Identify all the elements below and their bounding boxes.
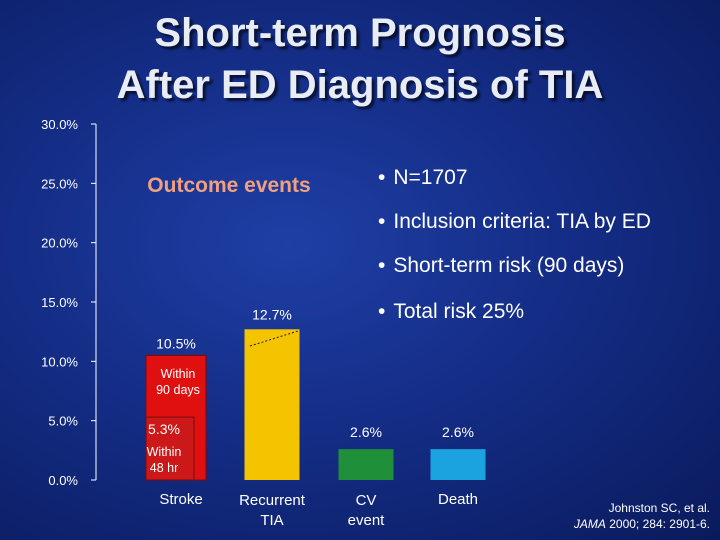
bar-cv-event	[338, 449, 394, 480]
label-within-90-days-line1: Within	[161, 367, 196, 381]
bar-death	[430, 449, 486, 480]
leader-line	[249, 330, 299, 347]
y-tick-label: 25.0%	[41, 176, 78, 191]
data-label-stroke: 10.5%	[156, 335, 196, 351]
citation: Johnston SC, et al. JAMA 2000; 284: 2901…	[574, 500, 710, 532]
bullet-item: • N=1707	[378, 166, 468, 189]
citation-details: 2000; 284: 2901-6.	[605, 517, 710, 531]
y-tick-label: 0.0%	[48, 473, 78, 488]
label-within-48h-line1: Within	[147, 445, 182, 459]
category-label-death: Death	[438, 491, 478, 508]
slide-title-line2: After ED Diagnosis of TIA	[116, 63, 604, 107]
data-label-cv-event: 2.6%	[350, 424, 382, 440]
citation-authors: Johnston SC, et al.	[608, 501, 710, 515]
y-tick-label: 30.0%	[41, 117, 78, 132]
bullet-text: Total risk 25%	[393, 300, 525, 323]
y-tick-label: 20.0%	[41, 236, 78, 251]
label-within-48h-line2: 48 hr	[150, 461, 179, 475]
category-label-cv-event-line2: event	[348, 512, 386, 529]
bar-recurrent-tia	[244, 329, 300, 480]
bullet-item: • Total risk 25%	[378, 300, 525, 323]
bullet-text: Inclusion criteria: TIA by ED	[393, 210, 651, 233]
bullet-item: • Short-term risk (90 days)	[378, 254, 625, 277]
bullet-text: N=1707	[393, 166, 468, 189]
bullet-item: • Inclusion criteria: TIA by ED	[378, 210, 651, 233]
label-within-90-days-line2: 90 days	[156, 383, 200, 397]
y-tick-label: 5.0%	[48, 414, 78, 429]
y-tick-label: 15.0%	[41, 295, 78, 310]
data-label-recurrent-tia: 12.7%	[252, 306, 292, 322]
slide-title-line1: Short-term Prognosis	[154, 11, 566, 55]
category-label-cv-event-line1: CV	[356, 492, 377, 509]
data-label-death: 2.6%	[442, 424, 474, 440]
bullet-text: Short-term risk (90 days)	[393, 254, 625, 277]
chart-title: Outcome events	[147, 174, 310, 197]
category-label-recurrent-tia-line2: TIA	[260, 512, 283, 529]
data-label-stroke-48h: 5.3%	[148, 421, 180, 437]
citation-journal: JAMA	[573, 517, 606, 531]
y-tick-label: 10.0%	[41, 354, 78, 369]
category-label-recurrent-tia-line1: Recurrent	[239, 492, 306, 509]
category-label-stroke: Stroke	[159, 491, 202, 508]
bar-stroke-within-48h	[145, 416, 195, 481]
